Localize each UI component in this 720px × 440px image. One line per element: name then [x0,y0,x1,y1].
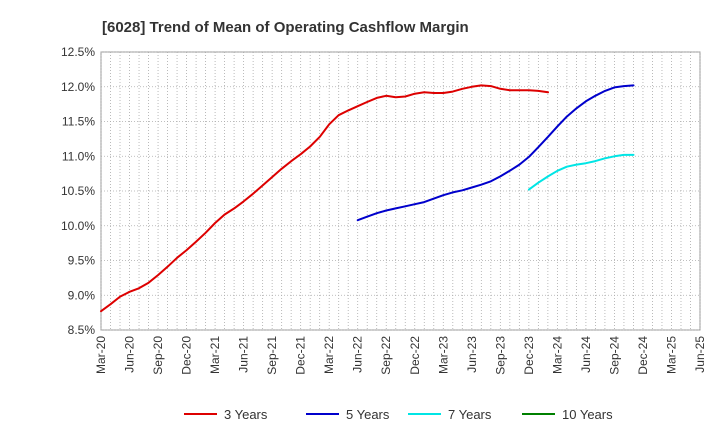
x-tick-label: Sep-20 [151,336,165,375]
x-tick-label: Jun-21 [237,336,251,373]
y-tick-label: 12.0% [61,80,95,94]
x-tick-label: Dec-23 [522,336,536,375]
x-tick-label: Jun-25 [693,336,707,373]
y-tick-label: 11.5% [62,115,95,129]
x-tick-label: Mar-21 [208,336,222,374]
x-tick-label: Jun-20 [123,336,137,373]
series-line-7-years [527,153,635,191]
x-tick-label: Mar-22 [322,336,336,374]
y-tick-label: 10.5% [61,184,95,198]
x-tick-label: Sep-21 [265,336,279,375]
x-tick-label: Mar-24 [550,336,564,374]
x-tick-label: Mar-20 [94,336,108,374]
y-tick-label: 9.0% [68,288,96,302]
legend-label-3-years: 3 Years [224,407,268,422]
plot-area [100,51,701,331]
x-tick-label: Dec-22 [408,336,422,375]
chart-title: [6028] Trend of Mean of Operating Cashfl… [102,19,469,36]
x-tick-label: Jun-23 [465,336,479,373]
legend-label-10-years: 10 Years [562,407,613,422]
x-tick-label: Sep-22 [379,336,393,375]
series-line-3-years [100,84,549,313]
y-tick-label: 9.5% [68,254,96,268]
x-tick-label: Mar-23 [436,336,450,374]
x-tick-label: Dec-21 [294,336,308,375]
x-tick-label: Dec-20 [180,336,194,375]
x-tick-label: Jun-22 [351,336,365,373]
x-tick-label: Sep-24 [607,336,621,375]
legend-label-7-years: 7 Years [448,407,492,422]
y-tick-label: 11.0% [62,149,95,163]
x-tick-label: Dec-24 [636,336,650,375]
series-line-5-years [356,84,635,222]
y-tick-label: 12.5% [61,45,95,59]
legend-label-5-years: 5 Years [346,407,390,422]
y-tick-label: 10.0% [61,219,95,233]
x-tick-label: Mar-25 [664,336,678,374]
x-tick-label: Jun-24 [579,336,593,373]
y-tick-label: 8.5% [68,323,96,337]
x-tick-label: Sep-23 [493,336,507,375]
